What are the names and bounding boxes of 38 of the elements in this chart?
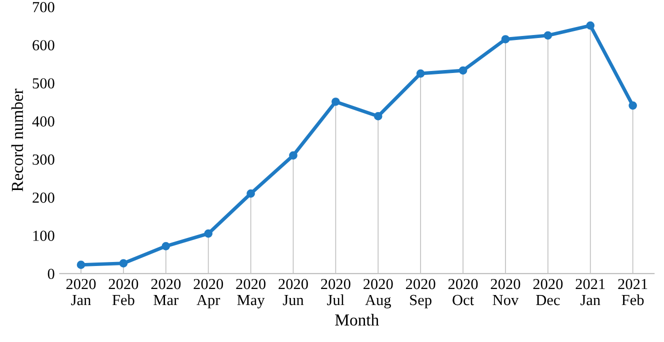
x-tick-label: 2020 Mar [151,278,181,306]
y-tick-label: 700 [32,2,54,12]
point [628,101,637,110]
point [119,259,128,268]
y-tick-label: 400 [32,116,54,127]
x-tick-label: 2020 Aug [364,278,393,308]
y-tick-label: 300 [32,154,54,165]
point [76,260,86,269]
x-tick-label: 2020 Jan [66,278,96,306]
point [162,242,170,250]
x-tick-label: 2020 Nov [490,278,520,306]
point [586,21,595,30]
x-tick-label: 2020 Oct [448,278,478,306]
x-tick-label: 2020 Dec [533,278,563,306]
y-tick-label: 500 [32,78,54,89]
y-tick-label: 200 [32,192,54,203]
y-tick-label: 600 [32,40,54,50]
x-tick-label: 2020 Jul [321,278,350,306]
x-tick-label: 2020 Feb [108,278,138,306]
point [332,98,340,106]
point [204,229,212,238]
x-tick-label: 2021 Feb [618,278,648,306]
point [374,112,382,120]
x-tick-label: 2020 Jun [278,278,308,306]
y-axis-title: Record number [11,88,24,192]
x-tick-label: 2020 May [236,278,266,308]
point [501,35,510,44]
x-tick-label: 2020 Apr [194,278,224,308]
point [416,69,425,78]
point [289,151,298,160]
y-tick-label: 0 [48,268,54,280]
point [544,31,552,40]
point [458,66,468,75]
x-tick-label: 2020 Sep [406,278,436,308]
x-tick-label: 2021 Jan [576,278,605,306]
y-tick-label: 100 [33,230,54,241]
x-axis-title: Month [335,314,379,326]
point [246,189,255,198]
